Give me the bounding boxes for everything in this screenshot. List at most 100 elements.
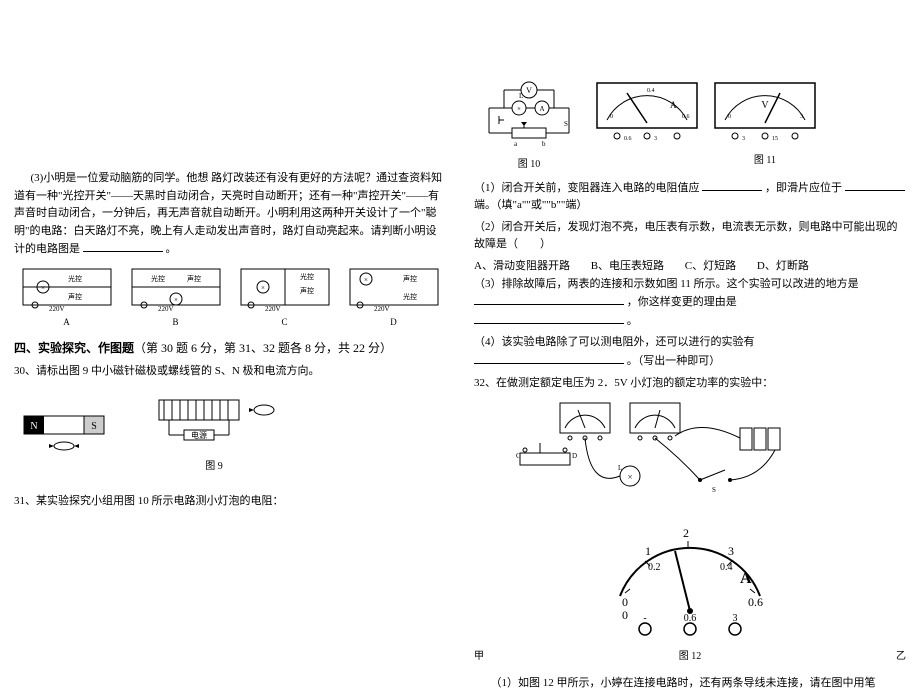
fig12-left-label: 甲 xyxy=(474,649,600,665)
svg-text:V: V xyxy=(761,100,769,111)
svg-text:0.2: 0.2 xyxy=(648,562,661,573)
opt-c[interactable]: C、灯短路 xyxy=(685,260,736,272)
r-q3-end: 。 xyxy=(627,315,638,327)
r-q2-text: （2）闭合开关后，发现灯泡不亮，电压表有示数，电流表无示数，则电路中可能出现的故… xyxy=(474,219,906,254)
svg-text:b: b xyxy=(542,140,546,148)
r-q4-blank[interactable] xyxy=(474,352,624,364)
fig9-label: 图 9 xyxy=(144,459,284,475)
svg-text:N: N xyxy=(30,421,37,432)
svg-text:0: 0 xyxy=(610,114,613,120)
figure-9-row: N S 电源 图 9 xyxy=(14,390,446,475)
svg-text:0: 0 xyxy=(728,114,731,120)
fig11-label: 图 11 xyxy=(710,153,820,169)
svg-text:声控: 声控 xyxy=(300,286,314,295)
r-q1-blank1[interactable] xyxy=(702,179,762,191)
opt-c-label: C xyxy=(232,315,337,329)
fig11-ammeter: 00.40.6 A 0.63 xyxy=(592,78,702,173)
r-q2-options: A、滑动变阻器开路 B、电压表短路 C、灯短路 D、灯断路 xyxy=(474,258,906,276)
r-q1-end: 端。（填"a""或""b""端） xyxy=(474,199,587,211)
fig12-label: 图 12 xyxy=(600,649,780,665)
svg-text:-: - xyxy=(643,613,646,624)
q3-blank[interactable] xyxy=(83,240,163,252)
q32-1-text: （1）如图 12 甲所示，小婷在连接电路时，还有两条导线未连接，请在图中用笔 xyxy=(491,677,876,689)
svg-text:220V: 220V xyxy=(49,305,65,313)
svg-text:V: V xyxy=(526,86,532,95)
svg-text:0.6: 0.6 xyxy=(684,613,697,624)
svg-text:A: A xyxy=(670,100,677,110)
svg-text:声控: 声控 xyxy=(68,292,82,301)
circuit-d-svg: × 声控 光控 220V xyxy=(346,265,442,313)
fig9-solenoid: 电源 图 9 xyxy=(144,390,284,475)
opt-a[interactable]: A、滑动变阻器开路 xyxy=(474,260,570,272)
opt-a-label: A xyxy=(14,315,119,329)
svg-text:0.4: 0.4 xyxy=(720,562,733,573)
svg-text:2: 2 xyxy=(683,526,689,540)
svg-text:0: 0 xyxy=(622,608,628,622)
svg-text:A: A xyxy=(740,570,752,587)
fig12-right-label: 乙 xyxy=(780,649,906,665)
q31-text: 31、某实验探究小组用图 10 所示电路测小灯泡的电阻： xyxy=(14,493,446,511)
r-q3-blank1[interactable] xyxy=(474,293,624,305)
svg-text:A: A xyxy=(539,105,544,113)
section4-title: 四、实验探究、作图题 xyxy=(14,341,134,355)
svg-text:L: L xyxy=(618,464,622,472)
circuit-option-d[interactable]: × 声控 光控 220V D xyxy=(341,265,446,329)
svg-text:220V: 220V xyxy=(158,305,174,313)
svg-text:×: × xyxy=(261,284,265,292)
svg-text:a: a xyxy=(514,140,518,148)
circuit-b-svg: 光控 声控 × 220V xyxy=(128,265,224,313)
circuit-options-row: × 光控 声控 220V A 光控 声控 × 220V B xyxy=(14,265,446,329)
svg-text:3: 3 xyxy=(728,544,734,558)
svg-text:220V: 220V xyxy=(374,305,390,313)
opt-b-label: B xyxy=(123,315,228,329)
svg-text:220V: 220V xyxy=(265,305,281,313)
svg-text:声控: 声控 xyxy=(187,274,201,283)
q30-text: 30、请标出图 9 中小磁针磁极或螺线管的 S、N 极和电流方向。 xyxy=(14,363,446,381)
svg-text:0.6: 0.6 xyxy=(748,595,763,609)
fig11-voltmeter: 03 V 315 图 11 xyxy=(710,78,820,173)
svg-text:光控: 光控 xyxy=(403,292,417,301)
r-q4-pre: （4）该实验电路除了可以测电阻外，还可以进行的实验有 xyxy=(474,336,755,348)
r-q3-mid: ，你这样变更的理由是 xyxy=(627,296,737,308)
svg-text:S: S xyxy=(564,120,568,128)
circuit-a-svg: × 光控 声控 220V xyxy=(19,265,115,313)
circuit-c-svg: 光控 声控 × 220V xyxy=(237,265,333,313)
svg-text:0.4: 0.4 xyxy=(647,88,655,94)
svg-text:3: 3 xyxy=(733,613,738,624)
svg-text:电源: 电源 xyxy=(191,430,207,440)
svg-text:0.6: 0.6 xyxy=(624,136,632,142)
svg-text:光控: 光控 xyxy=(151,274,165,283)
svg-text:S: S xyxy=(91,421,97,432)
svg-text:光控: 光控 xyxy=(300,272,314,281)
svg-text:×: × xyxy=(41,284,45,292)
q3-intro: (3)小明是一位爱动脑筋的同学。他想 路灯改装还有没有更好的方法呢？通过查资料知… xyxy=(14,172,442,255)
fig12-circuit: C D × L S xyxy=(474,398,906,505)
svg-text:×: × xyxy=(627,472,632,482)
svg-text:3: 3 xyxy=(654,136,657,142)
svg-text:×: × xyxy=(174,296,178,304)
figures-10-11-row: V × A L ab S 图 10 xyxy=(474,78,906,173)
svg-text:15: 15 xyxy=(772,136,778,142)
r-q4-end: 。（写出一种即可） xyxy=(627,355,721,367)
fig9-magnet: N S xyxy=(14,404,124,461)
q3-period: 。 xyxy=(166,243,177,255)
r-q3-pre: （3）排除故障后，两表的连接和示数如图 11 所示。这个实验可以改进的地方是 xyxy=(474,278,859,290)
svg-text:S: S xyxy=(712,486,716,494)
opt-d-label: D xyxy=(341,315,446,329)
opt-b[interactable]: B、电压表短路 xyxy=(591,260,664,272)
r-q3-blank2[interactable] xyxy=(474,312,624,324)
opt-d[interactable]: D、灯断路 xyxy=(757,260,809,272)
q32-text: 32、在做测定额定电压为 2．5V 小灯泡的额定功率的实验中： xyxy=(474,375,906,393)
svg-text:3: 3 xyxy=(800,114,803,120)
circuit-option-b[interactable]: 光控 声控 × 220V B xyxy=(123,265,228,329)
svg-text:0: 0 xyxy=(622,595,628,609)
circuit-option-a[interactable]: × 光控 声控 220V A xyxy=(14,265,119,329)
r-q1-blank2[interactable] xyxy=(845,179,905,191)
fig12-ammeter-large: 0 1 2 3 0 0.2 0.4 0.6 A - 0.6 3 图 12 xyxy=(600,511,780,666)
r-q1-mid: ，即滑片应位于 xyxy=(765,182,842,194)
svg-text:×: × xyxy=(517,105,521,113)
svg-text:C: C xyxy=(516,452,521,460)
fig10-block: V × A L ab S 图 10 xyxy=(474,78,584,173)
circuit-option-c[interactable]: 光控 声控 × 220V C xyxy=(232,265,337,329)
svg-text:D: D xyxy=(572,452,577,460)
